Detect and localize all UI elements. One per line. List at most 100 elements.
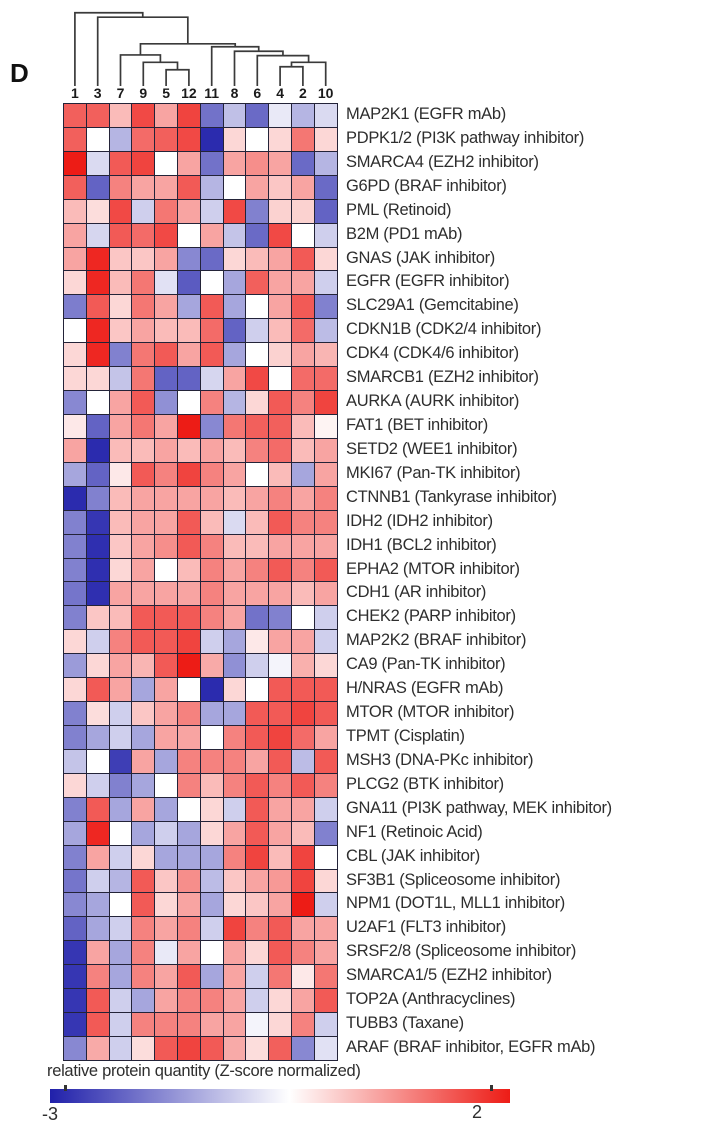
heatmap-cell [269, 1013, 291, 1036]
heatmap-cell [64, 749, 86, 773]
heatmap-cell [132, 558, 155, 582]
heatmap-cell [109, 606, 132, 630]
heatmap-cell [177, 391, 200, 414]
heatmap-cell [177, 343, 200, 367]
row-label: SMARCA4 (EZH2 inhibitor) [346, 152, 539, 171]
heatmap-cell [314, 893, 337, 917]
row-label: MTOR (MTOR inhibitor) [346, 703, 515, 722]
heatmap-cell [200, 941, 223, 965]
heatmap-cell [64, 104, 86, 127]
heatmap-cell [109, 438, 132, 462]
heatmap-cell [200, 678, 223, 702]
heatmap-cell [86, 199, 109, 223]
heatmap-cell [269, 989, 291, 1013]
heatmap-cell [86, 606, 109, 630]
heatmap-cell [177, 151, 200, 175]
heatmap-cell [200, 654, 223, 678]
heatmap-cell [155, 438, 177, 462]
heatmap-cell [64, 917, 86, 941]
heatmap-cell [314, 486, 337, 510]
heatmap-cell [132, 773, 155, 797]
heatmap-cell [314, 414, 337, 438]
heatmap-cell [86, 917, 109, 941]
heatmap-cell [223, 295, 246, 319]
heatmap-cell [291, 773, 314, 797]
row-label: IDH2 (IDH2 inhibitor) [346, 511, 493, 530]
heatmap-cell [223, 630, 246, 654]
heatmap-cell [86, 175, 109, 199]
heatmap-cell [223, 678, 246, 702]
heatmap-cell [314, 678, 337, 702]
heatmap-cell [291, 654, 314, 678]
heatmap-cell [291, 343, 314, 367]
heatmap-cell [223, 343, 246, 367]
heatmap-cell [246, 391, 269, 414]
heatmap-cell [246, 702, 269, 725]
heatmap-cell [223, 773, 246, 797]
heatmap-cell [291, 127, 314, 151]
heatmap-cell [64, 534, 86, 558]
heatmap-cell [109, 534, 132, 558]
heatmap-cell [314, 247, 337, 271]
heatmap-cell [155, 558, 177, 582]
heatmap-cell [246, 606, 269, 630]
heatmap-cell [246, 438, 269, 462]
heatmap-cell [132, 654, 155, 678]
heatmap-cell [109, 247, 132, 271]
heatmap-cell [314, 797, 337, 821]
heatmap-cell [86, 989, 109, 1013]
row-label: GNAS (JAK inhibitor) [346, 248, 495, 267]
heatmap-cell [223, 438, 246, 462]
row-label: CDH1 (AR inhibitor) [346, 583, 487, 602]
heatmap-cell [223, 749, 246, 773]
heatmap-cell [86, 391, 109, 414]
heatmap-cell [155, 678, 177, 702]
heatmap-cell [86, 271, 109, 295]
heatmap-cell [64, 606, 86, 630]
heatmap-cell [155, 199, 177, 223]
heatmap-cell [86, 510, 109, 534]
heatmap-cell [155, 127, 177, 151]
heatmap-cell [200, 1036, 223, 1060]
heatmap-cell [200, 821, 223, 845]
row-label: SETD2 (WEE1 inhibitor) [346, 439, 518, 458]
heatmap-cell [132, 702, 155, 725]
heatmap-cell [269, 1036, 291, 1060]
heatmap-cell [177, 989, 200, 1013]
heatmap-cell [132, 725, 155, 749]
heatmap-cell [269, 295, 291, 319]
heatmap-cell [132, 797, 155, 821]
heatmap-cell [246, 678, 269, 702]
row-label: TOP2A (Anthracyclines) [346, 990, 516, 1009]
heatmap-cell [200, 462, 223, 486]
heatmap-cell [155, 630, 177, 654]
heatmap-cell [223, 175, 246, 199]
heatmap-cell [246, 582, 269, 606]
heatmap-cell [269, 343, 291, 367]
heatmap-cell [64, 343, 86, 367]
heatmap-cell [291, 199, 314, 223]
heatmap-cell [200, 391, 223, 414]
heatmap-cell [86, 702, 109, 725]
row-label: PLCG2 (BTK inhibitor) [346, 774, 504, 793]
heatmap-cell [269, 534, 291, 558]
heatmap-cell [177, 773, 200, 797]
row-label: GNA11 (PI3K pathway, MEK inhibitor) [346, 798, 612, 817]
colorbar-max-label: 2 [472, 1102, 483, 1122]
row-label: MKI67 (Pan-TK inhibitor) [346, 463, 521, 482]
dendrogram [74, 11, 327, 86]
heatmap-cell [86, 462, 109, 486]
row-label: CDK4 (CDK4/6 inhibitor) [346, 344, 519, 363]
heatmap-cell [132, 319, 155, 343]
heatmap-cell [64, 1013, 86, 1036]
heatmap-cell [269, 582, 291, 606]
heatmap-cell [132, 295, 155, 319]
heatmap-cell [223, 199, 246, 223]
heatmap-cell [246, 869, 269, 893]
heatmap-cell [223, 319, 246, 343]
heatmap-cell [314, 725, 337, 749]
heatmap-cell [177, 486, 200, 510]
heatmap-cell [155, 797, 177, 821]
heatmap-cell [109, 749, 132, 773]
heatmap-cell [246, 917, 269, 941]
